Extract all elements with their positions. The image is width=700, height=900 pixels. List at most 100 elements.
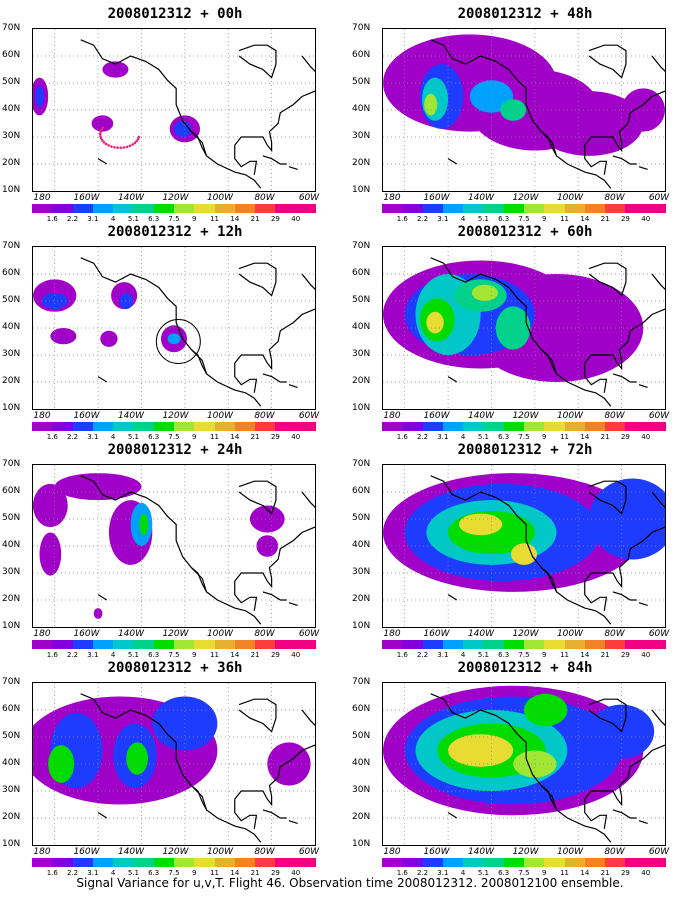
coastline — [540, 349, 558, 375]
colorbar-swatch — [275, 204, 296, 213]
lon-tick-label: 80W — [604, 847, 625, 857]
panel-title: 2008012312 + 72h — [457, 442, 593, 458]
variance-contour — [119, 292, 133, 310]
flight-track-point — [135, 139, 138, 143]
lon-tick-label: 100W — [556, 411, 584, 421]
flight-track-point — [102, 141, 106, 144]
colorbar-label: 9 — [542, 433, 547, 441]
coastline — [97, 594, 108, 601]
colorbar-swatch — [645, 422, 666, 431]
lon-tick-label: 160W — [423, 193, 450, 203]
lon-tick-label: 120W — [162, 629, 189, 639]
colorbar-swatch — [605, 422, 626, 431]
lon-tick-label: 60W — [298, 629, 320, 639]
panel-title: 2008012312 + 48h — [457, 6, 593, 22]
colorbar-label: 3.1 — [87, 651, 99, 659]
lon-tick-label: 160W — [423, 847, 450, 857]
variance-contour — [458, 513, 503, 536]
lon-tick-label: 80W — [254, 411, 275, 421]
coastline — [234, 526, 315, 589]
colorbar-swatch — [605, 204, 626, 213]
colorbar-label: 14 — [230, 433, 240, 441]
variance-contour — [174, 120, 192, 137]
coastline — [612, 591, 637, 601]
coastline — [288, 602, 298, 606]
lat-tick-label: 30N — [2, 349, 21, 359]
colorbar-label: 5.1 — [127, 869, 139, 877]
coastline — [638, 166, 648, 170]
map-panel: 2008012312 + 24h 70N 60N 50N 40N 30N 20N 10N 180… — [0, 442, 350, 660]
lat-tick-label: 70N — [352, 677, 371, 687]
coastline — [234, 744, 315, 807]
colorbar-label: 21 — [600, 651, 610, 659]
colorbar-label: 11 — [210, 869, 220, 877]
lat-tick-label: 10N — [2, 185, 21, 195]
coastline — [301, 709, 315, 726]
lat-tick-label: 10N — [2, 403, 21, 413]
variance-contour — [126, 742, 148, 775]
lat-tick-label: 10N — [352, 403, 371, 413]
colorbar-label: 11 — [560, 869, 570, 877]
colorbar-swatch — [173, 858, 195, 867]
lon-tick-label: 160W — [423, 629, 450, 639]
coastline — [190, 349, 208, 375]
coastline — [80, 693, 262, 843]
lat-tick-label: 20N — [352, 376, 371, 386]
colorbar-swatch — [523, 204, 545, 213]
variance-contour — [33, 483, 68, 528]
lat-tick-label: 30N — [2, 131, 21, 141]
lon-tick-label: 120W — [512, 629, 539, 639]
colorbar-label: 14 — [580, 433, 590, 441]
lon-tick-label: 140W — [117, 411, 145, 421]
map-panel: 2008012312 + 36h 70N 60N 50N 40N 30N 20N 10N 180… — [0, 660, 350, 878]
lat-tick-label: 10N — [2, 621, 21, 631]
colorbar-label: 4 — [110, 215, 116, 223]
map-area — [382, 682, 666, 846]
colorbar — [32, 858, 316, 867]
colorbar — [382, 640, 666, 649]
lon-tick-label: 120W — [162, 193, 189, 203]
colorbar — [382, 204, 666, 213]
lon-tick-label: 180 — [383, 193, 401, 203]
colorbar-swatch — [52, 858, 73, 867]
coastline — [612, 155, 637, 165]
colorbar-label: 9 — [542, 215, 547, 223]
flight-track-point — [136, 137, 140, 141]
variance-contour — [534, 91, 644, 156]
colorbar-swatch — [564, 640, 585, 649]
flight-track-point — [122, 146, 126, 149]
colorbar-label: 1.6 — [396, 433, 408, 441]
lon-tick-label: 100W — [556, 193, 584, 203]
coastline — [584, 145, 608, 175]
coastline — [97, 812, 108, 819]
colorbar-label: 29 — [620, 651, 630, 659]
colorbar-swatch — [295, 204, 316, 213]
lon-tick-label: 180 — [33, 411, 51, 421]
colorbar-swatch — [153, 204, 174, 213]
lon-tick-label: 140W — [467, 847, 495, 857]
lon-tick-label: 180 — [33, 193, 51, 203]
colorbar-swatch — [52, 640, 73, 649]
colorbar-swatch — [625, 422, 646, 431]
colorbar-label: 6.3 — [148, 651, 160, 659]
colorbar-label: 9 — [192, 651, 197, 659]
lat-tick-label: 60N — [2, 50, 21, 60]
colorbar-label: 21 — [600, 869, 610, 877]
colorbar-label: 40 — [641, 869, 651, 877]
variance-contour — [471, 284, 498, 301]
lon-tick-label: 180 — [383, 411, 401, 421]
colorbar-swatch — [645, 640, 666, 649]
colorbar — [32, 204, 316, 213]
colorbar-swatch — [255, 422, 276, 431]
colorbar-swatch — [234, 422, 256, 431]
colorbar-label: 1.6 — [46, 215, 58, 223]
coastline — [97, 376, 108, 383]
lon-tick-label: 140W — [467, 411, 495, 421]
colorbar-label: 14 — [230, 869, 240, 877]
colorbar-swatch — [214, 858, 235, 867]
lat-tick-label: 70N — [352, 459, 371, 469]
lat-tick-label: 70N — [2, 241, 21, 251]
lon-tick-label: 80W — [604, 193, 625, 203]
lat-tick-label: 70N — [2, 459, 21, 469]
lat-tick-label: 20N — [2, 812, 21, 822]
